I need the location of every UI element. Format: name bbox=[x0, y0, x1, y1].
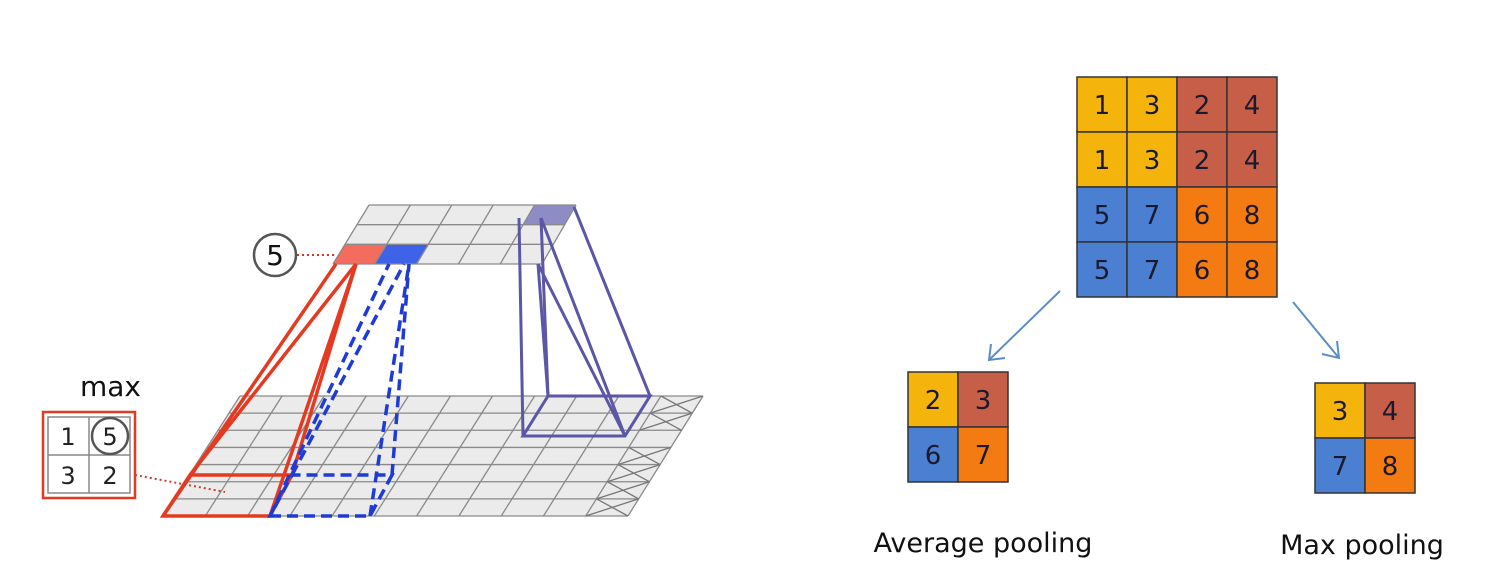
matrix-cell bbox=[957, 371, 1009, 428]
window-cell: 1 bbox=[60, 423, 75, 451]
matrix-cell bbox=[1226, 131, 1278, 188]
red-pooling-projection bbox=[159, 262, 358, 518]
average-pooling-matrix: 2 3 6 7 bbox=[907, 371, 1009, 483]
matrix-cell bbox=[1364, 437, 1416, 494]
window-cell: 5 bbox=[102, 423, 117, 451]
padding-cross-mark bbox=[606, 481, 640, 500]
input-feature-map-grid bbox=[162, 395, 704, 517]
matrix-value: 4 bbox=[1382, 397, 1399, 427]
matrix-cell bbox=[1226, 241, 1278, 298]
output-value-badge: 5 bbox=[252, 232, 298, 278]
input-matrix-4x4: 1 3 2 4 1 3 2 4 5 7 6 8 5 7 6 8 bbox=[1076, 76, 1278, 298]
matrix-cell bbox=[1226, 186, 1278, 243]
pooling-window-box: 1 5 3 2 bbox=[41, 410, 137, 500]
highlighted-output-cell bbox=[333, 244, 387, 264]
matrix-value: 7 bbox=[975, 441, 992, 471]
average-pooling-caption: Average pooling bbox=[874, 528, 1093, 559]
matrix-value: 5 bbox=[1094, 256, 1111, 286]
window-cell: 2 bbox=[102, 462, 117, 490]
matrix-value: 7 bbox=[1144, 256, 1161, 286]
padding-cross-mark bbox=[596, 498, 629, 517]
matrix-value: 1 bbox=[1094, 146, 1111, 176]
padding-cross-mark bbox=[660, 395, 693, 414]
padding-cross-mark bbox=[628, 446, 661, 466]
blue-pooling-projection bbox=[267, 263, 411, 518]
matrix-value: 3 bbox=[1332, 397, 1349, 427]
matrix-value: 2 bbox=[1194, 146, 1211, 176]
purple-pooling-projection bbox=[517, 206, 653, 438]
matrix-value: 2 bbox=[1194, 91, 1211, 121]
matrix-cell bbox=[1364, 382, 1416, 439]
max-pooling-caption: Max pooling bbox=[1280, 530, 1444, 561]
highlighted-output-cell bbox=[374, 244, 429, 264]
matrix-value: 7 bbox=[1144, 201, 1161, 231]
matrix-value: 6 bbox=[1194, 201, 1211, 231]
matrix-value: 3 bbox=[1144, 146, 1161, 176]
matrix-cell bbox=[1314, 382, 1366, 439]
matrix-cell bbox=[1226, 76, 1278, 133]
matrix-cell bbox=[1076, 241, 1128, 298]
max-label: max bbox=[80, 370, 141, 403]
pooling-3d-diagram: 5 max 1 5 3 2 bbox=[41, 204, 704, 518]
matrix-cell bbox=[957, 426, 1009, 483]
padding-cross-mark bbox=[617, 464, 650, 483]
matrix-value: 7 bbox=[1332, 452, 1349, 482]
matrix-value: 8 bbox=[1382, 452, 1399, 482]
max-pooling-matrix: 3 4 7 8 bbox=[1314, 382, 1416, 494]
output-feature-map-grid bbox=[332, 204, 577, 265]
matrix-value: 3 bbox=[1144, 91, 1161, 121]
matrix-value: 8 bbox=[1244, 256, 1261, 286]
matrix-value: 1 bbox=[1094, 91, 1111, 121]
window-connector-dotted-line bbox=[134, 474, 226, 493]
matrix-value: 6 bbox=[1194, 256, 1211, 286]
matrix-value: 5 bbox=[1094, 201, 1111, 231]
arrow-to-max-pooling bbox=[1292, 301, 1341, 360]
window-cell: 3 bbox=[60, 462, 75, 490]
matrix-value: 4 bbox=[1244, 146, 1261, 176]
matrix-value: 8 bbox=[1244, 201, 1261, 231]
arrow-to-average-pooling bbox=[987, 290, 1061, 362]
matrix-value: 2 bbox=[925, 386, 942, 416]
matrix-cell bbox=[1126, 241, 1178, 298]
matrix-value: 4 bbox=[1244, 91, 1261, 121]
matrix-value: 6 bbox=[925, 441, 942, 471]
matrix-value: 3 bbox=[975, 386, 992, 416]
matrix-cell bbox=[1076, 186, 1128, 243]
matrix-cell bbox=[1314, 437, 1366, 494]
highlighted-output-cell bbox=[523, 205, 576, 225]
matrix-cell bbox=[907, 371, 959, 428]
padding-cross-mark bbox=[649, 412, 682, 431]
matrix-cell bbox=[1126, 76, 1178, 133]
output-value: 5 bbox=[266, 239, 284, 272]
matrix-cell bbox=[1076, 131, 1128, 188]
